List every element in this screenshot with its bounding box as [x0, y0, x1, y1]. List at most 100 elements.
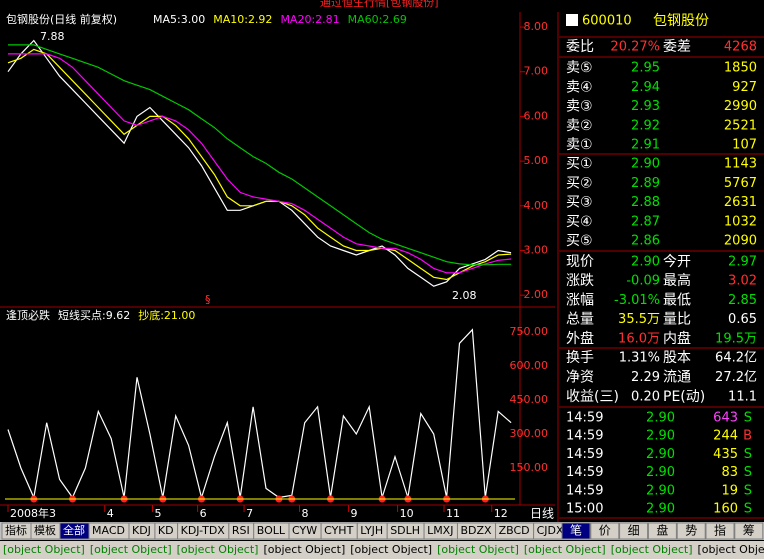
book-price: 2.95 [631, 61, 660, 76]
chart-title: 包钢股份(日线 前复权) [6, 12, 117, 26]
y-tick-label: 450.00 [510, 393, 549, 406]
tab[interactable]: BOLL [257, 524, 286, 537]
y-tick-label: 4.00 [524, 199, 549, 212]
tab[interactable]: 指标 [5, 523, 27, 537]
side-tab[interactable]: 细 [628, 524, 640, 538]
stat-value: 16.0万 [618, 331, 660, 346]
tab[interactable]: RSI [232, 524, 250, 537]
book-label: 买② [566, 175, 593, 191]
stat-value: 27.2亿 [715, 370, 757, 385]
side-tab-box[interactable] [676, 522, 706, 540]
side-tab-box[interactable] [619, 522, 649, 540]
stat-label: 流通 [663, 370, 691, 386]
stat-value: 19.5万 [715, 331, 757, 346]
stat-value: 11.1 [728, 390, 757, 405]
book-label: 买④ [566, 214, 593, 230]
diff-label: 委差 [663, 39, 691, 55]
tick-time: 14:59 [566, 465, 603, 480]
side-tab[interactable]: 势 [685, 524, 697, 538]
status-item: [object Object] [437, 543, 519, 556]
tick-time: 14:59 [566, 411, 603, 426]
legend-entry: MA60:2.69 [348, 13, 407, 26]
y-tick-label: 750.00 [510, 325, 549, 338]
series-line [8, 53, 512, 274]
tab[interactable]: BDZX [460, 524, 492, 537]
book-volume: 107 [732, 138, 757, 153]
side-tab[interactable]: 笔 [570, 523, 582, 538]
stat-label: 净资 [566, 370, 594, 386]
tab[interactable]: CJDX [537, 524, 564, 537]
legend-entry: MA20:2.81 [280, 13, 339, 26]
tick-volume: 244 [713, 429, 738, 444]
tab[interactable]: CYW [292, 524, 317, 537]
side-tab[interactable]: 指 [714, 523, 726, 538]
tick-price: 2.90 [646, 483, 675, 498]
tab[interactable]: SDLH [390, 524, 420, 537]
stat-value: 64.2亿 [715, 351, 757, 366]
x-tick-label: 10 [400, 507, 414, 520]
tick-price: 2.90 [646, 411, 675, 426]
x-tick-label: 5 [154, 507, 161, 520]
side-tab-box[interactable] [705, 522, 735, 540]
side-tab[interactable]: 盘 [656, 523, 668, 538]
stat-value: 0.65 [728, 312, 757, 327]
y-tick-label: 150.00 [510, 461, 549, 474]
status-item: [object Object] [90, 543, 172, 556]
tab[interactable]: 模板 [34, 523, 56, 537]
stat-value: 2.90 [631, 255, 660, 270]
tab[interactable]: 全部 [63, 523, 85, 537]
side-tab[interactable]: 筹 [743, 524, 755, 538]
side-tab-box[interactable] [590, 522, 620, 540]
tab[interactable]: KD [158, 524, 174, 537]
stat-value: 1.31% [619, 351, 660, 366]
x-tick-label: 6 [200, 507, 207, 520]
x-tick-label: 9 [351, 507, 358, 520]
book-price: 2.92 [631, 118, 660, 133]
side-tab-box[interactable] [647, 522, 677, 540]
code-icon [566, 14, 578, 26]
tab[interactable]: CYHT [324, 524, 353, 537]
book-label: 买③ [566, 195, 593, 211]
period-tab[interactable]: 日线 [530, 507, 554, 521]
book-volume: 2090 [724, 234, 757, 249]
tick-volume: 83 [721, 465, 738, 480]
annotation: § [205, 293, 211, 306]
tab[interactable]: KDJ [132, 524, 151, 537]
side-tab-box[interactable] [734, 522, 764, 540]
legend-entry: MA5:3.00 [153, 13, 205, 26]
x-tick-label: 7 [246, 507, 253, 520]
book-volume: 1032 [724, 214, 757, 229]
y-tick-label: 600.00 [510, 359, 549, 372]
stat-label: 外盘 [566, 330, 594, 347]
y-tick-label: 300.00 [510, 427, 549, 440]
tab[interactable]: LMXJ [427, 524, 453, 537]
y-tick-label: 5.00 [524, 154, 549, 167]
stat-value: 3.02 [728, 274, 757, 289]
tab[interactable]: ZBCD [499, 524, 530, 537]
tab[interactable]: KDJ-TDX [181, 524, 226, 537]
side-tab[interactable]: 价 [599, 524, 611, 538]
stock-code: 600010 [582, 14, 632, 29]
side-tab-box[interactable] [561, 522, 591, 540]
tick-price: 2.90 [646, 429, 675, 444]
tick-time: 14:59 [566, 447, 603, 462]
book-price: 2.89 [631, 176, 660, 191]
stat-label: 涨跌 [566, 273, 594, 289]
series-line [7, 328, 512, 500]
x-tick-label: 12 [494, 507, 508, 520]
stat-value: -3.01% [614, 293, 660, 308]
book-volume: 2631 [724, 195, 757, 210]
tick-side: S [744, 502, 752, 517]
status-bar [0, 541, 764, 559]
x-tick-label: 8 [302, 507, 309, 520]
window-title: 通过恒生行情[包钢股份] [320, 0, 439, 9]
tick-volume: 435 [713, 447, 738, 462]
book-price: 2.94 [631, 80, 660, 95]
tab[interactable]: MACD [92, 524, 125, 537]
stat-label: 今开 [663, 254, 691, 270]
tick-volume: 19 [721, 483, 738, 498]
tab[interactable]: LYJH [360, 524, 383, 537]
series-line [7, 48, 512, 281]
y-tick-label: 7.00 [524, 65, 549, 78]
